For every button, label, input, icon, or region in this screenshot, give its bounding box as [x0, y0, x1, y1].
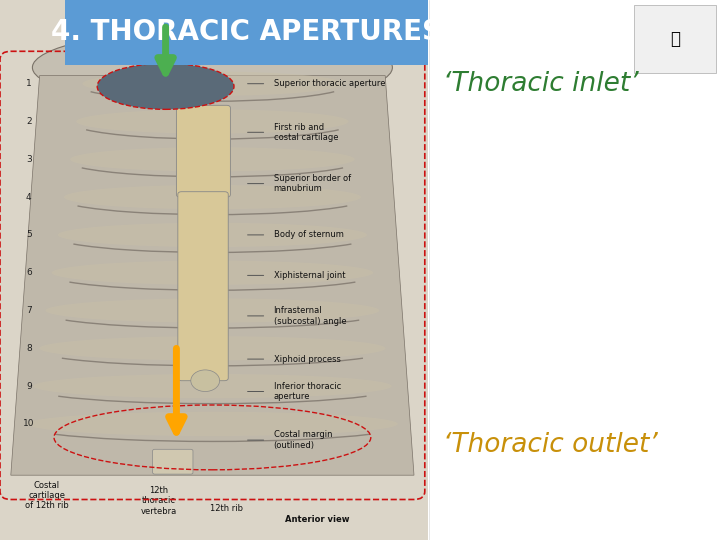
Text: Anterior view: Anterior view [284, 515, 349, 524]
Text: 🦴: 🦴 [670, 30, 680, 48]
Text: 2: 2 [26, 117, 32, 126]
Text: 12th
thoracic
vertebra: 12th thoracic vertebra [140, 486, 176, 516]
Ellipse shape [33, 374, 392, 399]
Text: 6: 6 [26, 268, 32, 277]
Ellipse shape [27, 411, 397, 436]
Ellipse shape [97, 64, 234, 109]
Text: 5: 5 [26, 231, 32, 239]
Text: 8: 8 [26, 344, 32, 353]
Text: Xiphisternal joint: Xiphisternal joint [274, 271, 345, 280]
Text: Superior border of
manubrium: Superior border of manubrium [274, 174, 351, 193]
Text: ‘Thoracic outlet’: ‘Thoracic outlet’ [443, 433, 657, 458]
Text: Infrasternal
(subcostal) angle: Infrasternal (subcostal) angle [274, 306, 346, 326]
Text: Superior thoracic aperture: Superior thoracic aperture [274, 79, 385, 88]
Text: Body of sternum: Body of sternum [274, 231, 343, 239]
FancyBboxPatch shape [178, 192, 228, 381]
Ellipse shape [52, 261, 373, 285]
Bar [0, 0, 428, 540]
Text: 10: 10 [23, 420, 35, 428]
Ellipse shape [58, 223, 367, 247]
FancyBboxPatch shape [153, 449, 193, 474]
FancyBboxPatch shape [176, 105, 230, 197]
Ellipse shape [70, 147, 355, 172]
Ellipse shape [76, 109, 348, 133]
Text: Inferior thoracic
aperture: Inferior thoracic aperture [274, 382, 341, 401]
Text: Costal margin
(outlined): Costal margin (outlined) [274, 430, 332, 450]
Text: 9: 9 [26, 382, 32, 390]
Text: 12th rib: 12th rib [210, 504, 243, 513]
Text: 3: 3 [26, 155, 32, 164]
Ellipse shape [191, 370, 220, 392]
Text: Costal
cartilage
of 12th rib: Costal cartilage of 12th rib [25, 481, 68, 510]
Text: 4: 4 [26, 193, 32, 201]
Text: 7: 7 [26, 306, 32, 315]
Ellipse shape [45, 298, 379, 322]
Bar [634, 5, 716, 73]
Polygon shape [11, 76, 414, 475]
Text: 1: 1 [26, 79, 32, 88]
Text: ‘Thoracic inlet’: ‘Thoracic inlet’ [443, 71, 639, 97]
Ellipse shape [40, 336, 385, 361]
Text: First rib and
costal cartilage: First rib and costal cartilage [274, 123, 338, 142]
Ellipse shape [32, 30, 392, 105]
Ellipse shape [82, 71, 343, 96]
Bar [65, 0, 428, 65]
Text: 4. THORACIC APERTURES: 4. THORACIC APERTURES [51, 18, 442, 46]
Ellipse shape [64, 185, 361, 209]
Text: Xiphoid process: Xiphoid process [274, 355, 341, 363]
